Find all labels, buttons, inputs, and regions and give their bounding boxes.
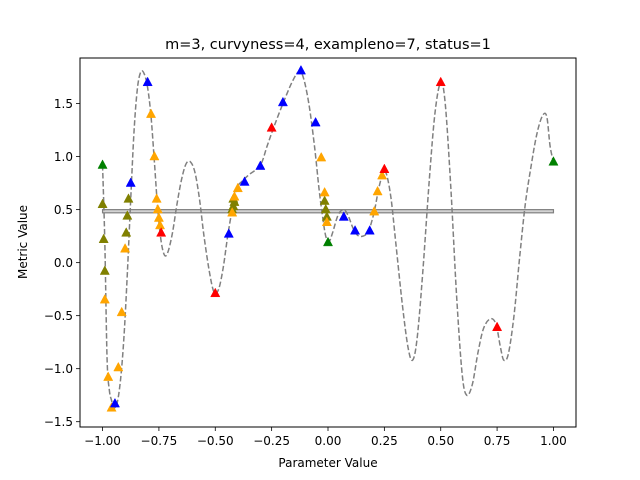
data-point-triangle: [146, 108, 157, 118]
y-tick-label: −0.5: [44, 309, 73, 323]
y-tick-label: 1.5: [54, 97, 73, 111]
x-tick-label: −0.25: [253, 434, 290, 448]
data-point-triangle: [125, 177, 136, 187]
data-point-triangle: [123, 193, 134, 203]
marker-layer: [97, 64, 559, 412]
data-point-triangle: [295, 64, 306, 75]
chart-title: m=3, curvyness=4, exampleno=7, status=1: [165, 37, 491, 53]
data-point-triangle: [435, 76, 446, 87]
data-point-triangle: [156, 227, 167, 237]
y-axis-label: Metric Value: [16, 205, 30, 279]
data-point-triangle: [97, 159, 108, 169]
data-point-triangle: [120, 243, 131, 253]
x-tick-label: 1.00: [540, 434, 567, 448]
data-point-triangle: [548, 156, 559, 166]
data-point-triangle: [492, 321, 503, 331]
data-point-triangle: [319, 195, 330, 205]
data-point-triangle: [210, 287, 221, 298]
x-axis-label: Parameter Value: [278, 456, 377, 470]
data-point-triangle: [103, 371, 114, 381]
data-point-triangle: [377, 169, 388, 180]
data-point-triangle: [97, 198, 108, 208]
x-axis: −1.00 −0.75 −0.50 −0.25 0.00 0.25 0.50 0.75 1.00: [84, 427, 567, 448]
data-point-triangle: [152, 203, 163, 214]
data-point-triangle: [320, 203, 331, 214]
data-point-triangle: [372, 185, 383, 196]
data-point-triangle: [322, 236, 334, 247]
y-tick-label: 0.5: [54, 203, 73, 217]
data-point-triangle: [338, 211, 349, 221]
x-tick-label: 0.75: [484, 434, 511, 448]
data-point-triangle: [379, 163, 390, 173]
data-point-triangle: [232, 182, 243, 193]
data-point-triangle: [255, 160, 266, 170]
data-point-triangle: [310, 116, 321, 127]
data-point-triangle: [153, 212, 164, 222]
data-point-triangle: [116, 306, 127, 317]
data-point-triangle: [109, 397, 120, 408]
y-tick-label: −1.0: [44, 362, 73, 376]
data-point-triangle: [227, 207, 238, 217]
data-point-triangle: [364, 225, 375, 235]
x-tick-label: −0.50: [197, 434, 234, 448]
data-point-triangle: [122, 210, 133, 220]
data-point-triangle: [113, 361, 124, 372]
y-tick-label: 0.0: [54, 256, 73, 270]
y-tick-label: −1.5: [44, 415, 73, 429]
data-point-triangle: [316, 151, 327, 162]
data-point-triangle: [142, 76, 153, 87]
data-point-triangle: [155, 219, 166, 230]
data-point-triangle: [229, 191, 240, 201]
data-point-triangle: [151, 193, 162, 203]
data-point-triangle: [99, 265, 110, 275]
x-tick-label: 0.25: [371, 434, 398, 448]
y-axis: −1.5 −1.0 −0.5 0.0 0.5 1.0 1.5: [44, 97, 80, 429]
data-point-triangle: [321, 216, 332, 227]
data-point-triangle: [121, 227, 132, 237]
data-point-triangle: [223, 228, 234, 238]
data-point-triangle: [319, 186, 330, 197]
dashed-curve: [101, 69, 555, 409]
data-point-triangle: [149, 150, 160, 161]
data-point-triangle: [369, 206, 380, 216]
y-tick-label: 1.0: [54, 150, 73, 164]
x-tick-label: −0.75: [141, 434, 178, 448]
data-point-triangle: [239, 176, 250, 186]
data-point-triangle: [350, 225, 361, 235]
x-tick-label: 0.50: [427, 434, 454, 448]
x-tick-label: −1.00: [84, 434, 121, 448]
data-point-triangle: [266, 122, 277, 132]
data-point-triangle: [277, 96, 288, 107]
data-point-triangle: [98, 233, 109, 243]
data-point-triangle: [99, 294, 110, 304]
x-tick-label: 0.00: [315, 434, 342, 448]
